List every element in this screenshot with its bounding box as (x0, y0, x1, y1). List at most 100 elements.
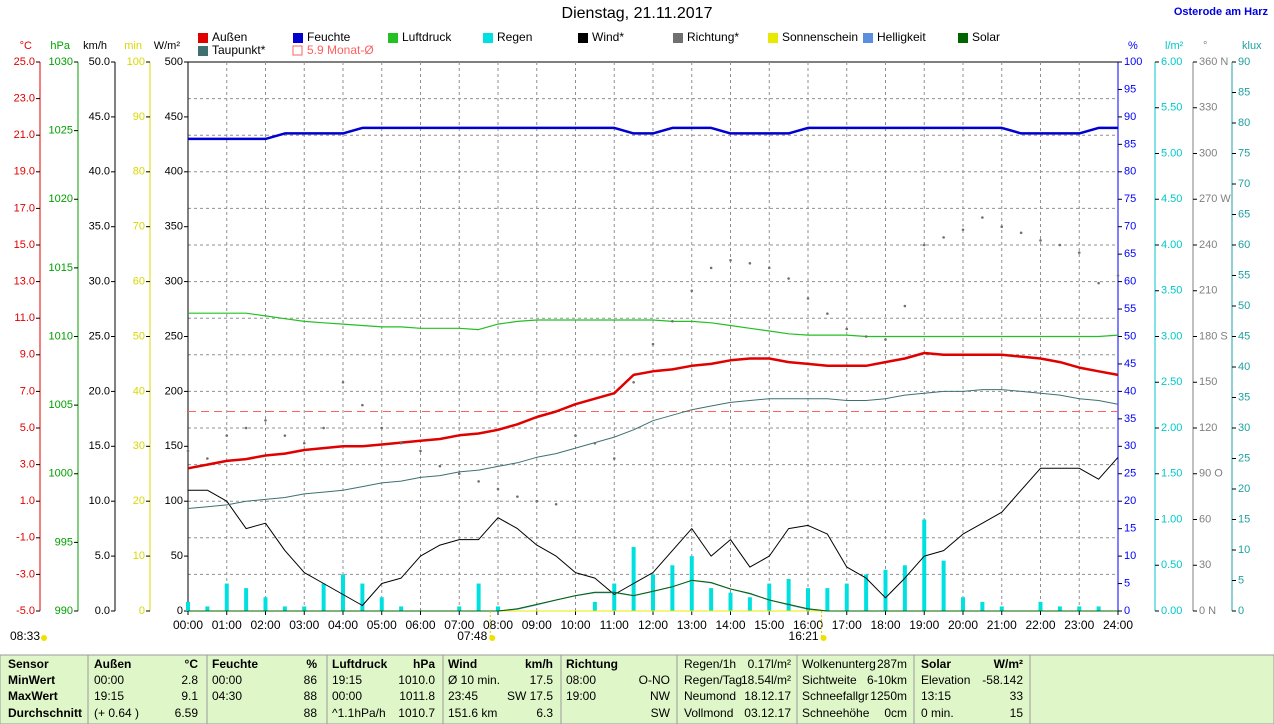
y-tick-label: 80 (133, 166, 145, 178)
legend-swatch (958, 33, 968, 43)
legend-swatch (483, 33, 493, 43)
y-tick-label: 50 (1124, 330, 1136, 342)
y-tick-label: 65 (1124, 248, 1136, 260)
direction-dot (516, 495, 519, 498)
direction-dot (593, 441, 597, 445)
direction-dot (671, 319, 674, 323)
y-tick-label: 1.0 (20, 495, 35, 507)
x-tick-label: 22:00 (1025, 618, 1055, 632)
rain-bar (1096, 606, 1101, 611)
legend-label: Solar (972, 30, 1000, 44)
rain-bar (825, 588, 830, 611)
table-header: Solar (921, 657, 951, 671)
rain-bar (922, 519, 927, 611)
y-tick-label: 45.0 (89, 111, 110, 123)
y-tick-label: 5.0 (20, 422, 35, 434)
direction-dot (399, 441, 403, 445)
axis-unit: W/m² (154, 40, 181, 52)
table-cell: 86 (304, 673, 318, 687)
y-tick-label: 0 (177, 605, 183, 617)
x-tick-label: 10:00 (560, 618, 590, 632)
direction-dot (1019, 231, 1023, 235)
table-cell: 23:45 (448, 689, 478, 703)
x-tick-label: 11:00 (600, 618, 629, 632)
x-tick-label: 03:00 (289, 618, 319, 632)
y-tick-label: 0 N (1199, 605, 1216, 617)
y-tick-label: 80 (1238, 117, 1250, 129)
rain-bar (186, 601, 190, 611)
y-tick-label: 9.0 (20, 349, 35, 361)
direction-dot (1097, 281, 1100, 285)
y-tick-label: 350 (165, 221, 183, 233)
legend-swatch (292, 45, 303, 56)
y-tick-label: 35.0 (89, 221, 110, 233)
x-tick-label: 02:00 (250, 618, 280, 632)
table-cell: 33 (1010, 689, 1024, 703)
table-cell: 6.3 (536, 706, 553, 720)
rain-bar (767, 583, 772, 611)
rain-bar (399, 606, 404, 611)
y-tick-label: 100 (165, 495, 183, 507)
rain-bar (689, 556, 694, 611)
y-tick-label: 35 (1238, 391, 1250, 403)
table-header: Feuchte (212, 657, 258, 671)
y-tick-label: 60 (1124, 276, 1136, 288)
table-header: 287m (877, 657, 907, 671)
y-tick-label: 15 (1124, 523, 1136, 535)
table-cell: 18.54l/m² (741, 673, 791, 687)
table-header: km/h (525, 657, 553, 671)
direction-dot (438, 464, 442, 468)
table-cell: MaxWert (8, 689, 58, 703)
table-cell: Durchschnitt (8, 706, 82, 720)
y-tick-label: 50 (171, 550, 183, 562)
legend-label: 5.9 Monat-Ø (307, 43, 374, 57)
y-tick-label: 35 (1124, 413, 1136, 425)
rain-bar (341, 574, 345, 611)
rain-bar (1077, 606, 1082, 611)
table-cell: 2.8 (181, 673, 198, 687)
y-tick-label: 17.0 (14, 202, 35, 214)
direction-dot (787, 277, 790, 280)
direction-dot (1116, 274, 1120, 277)
y-tick-label: 0 (1124, 605, 1130, 617)
legend-label: Außen (212, 30, 247, 44)
rain-bar (244, 588, 249, 611)
table-header: 0.17l/m² (748, 657, 791, 671)
rain-bar (709, 588, 714, 611)
direction-dot (225, 434, 229, 437)
x-tick-label: 20:00 (948, 618, 978, 632)
table-cell: 151.6 km (448, 706, 497, 720)
y-tick-label: 180 S (1199, 330, 1228, 342)
legend-swatch (198, 46, 208, 56)
x-tick-label: 01:00 (212, 618, 242, 632)
rain-bar (999, 606, 1004, 611)
y-tick-label: 7.0 (20, 385, 35, 397)
table-cell: 1010.0 (398, 673, 435, 687)
direction-dot (942, 236, 945, 239)
y-tick-label: 1015 (49, 262, 73, 274)
y-tick-label: 11.0 (14, 312, 35, 324)
direction-dot (283, 434, 287, 437)
table-header: Wolkenunterg (802, 657, 876, 671)
x-tick-label: 16:00 (793, 618, 823, 632)
rain-bar (864, 574, 869, 611)
table-cell: 88 (304, 689, 318, 703)
rain-bar (496, 606, 500, 611)
axis-unit: °C (20, 40, 32, 52)
direction-dot (729, 258, 732, 262)
rain-bar (747, 597, 752, 611)
table-cell: Ø 10 min. (448, 673, 500, 687)
x-tick-label: 07:00 (444, 618, 474, 632)
rain-bar (631, 546, 636, 611)
table-cell: 19:00 (566, 689, 596, 703)
y-tick-label: 30 (1124, 440, 1136, 452)
legend-label: Regen (497, 30, 532, 44)
direction-dot (535, 499, 539, 503)
rain-bar (379, 597, 384, 611)
table-header: Luftdruck (332, 657, 388, 671)
y-tick-label: 300 (1199, 147, 1217, 159)
y-tick-label: 10 (1238, 544, 1250, 556)
y-tick-label: 19.0 (14, 166, 35, 178)
direction-dot (612, 457, 616, 460)
y-tick-label: 60 (1199, 513, 1211, 525)
